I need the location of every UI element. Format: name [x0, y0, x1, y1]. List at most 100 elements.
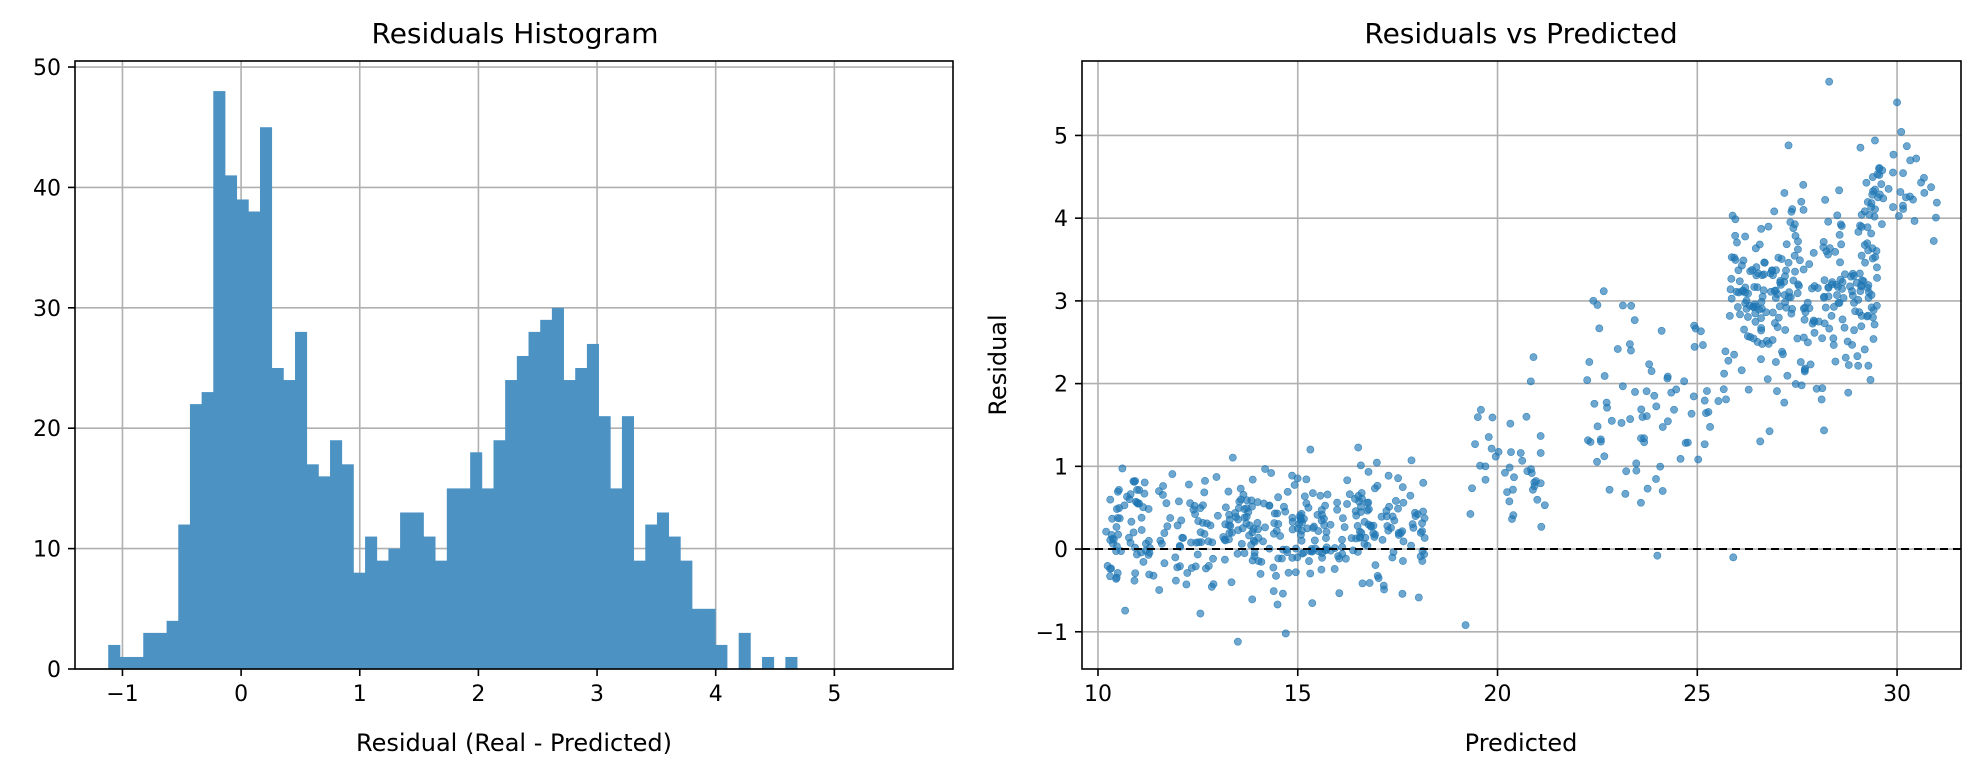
histogram-bar [353, 572, 366, 669]
histogram-bar [189, 404, 203, 669]
scatter-point [1840, 323, 1849, 332]
scatter-point [1618, 382, 1627, 391]
scatter-point [1411, 512, 1420, 521]
histogram-bar [621, 416, 634, 669]
scatter-point [1736, 310, 1744, 319]
scatter-point [1787, 207, 1796, 216]
scatter-point [1785, 288, 1794, 297]
scatter-point [1844, 388, 1853, 397]
scatter-point [1788, 305, 1797, 313]
scatter-point [1632, 459, 1641, 468]
scatter-point [1730, 350, 1738, 359]
histogram-bar [458, 488, 471, 669]
scatter-point [1821, 195, 1830, 204]
scatter-point [1288, 553, 1297, 562]
histogram-bar [365, 536, 378, 669]
scatter-point [1112, 523, 1121, 531]
scatter-point [1418, 527, 1427, 536]
scatter-point [1824, 283, 1833, 292]
scatter-point [1877, 180, 1886, 189]
scatter-point [1763, 375, 1772, 384]
scatter-point [1776, 278, 1785, 287]
scatter-point [1326, 520, 1335, 529]
scatter-point [1245, 531, 1253, 540]
scatter-point [1789, 276, 1798, 285]
scatter-point [1291, 568, 1300, 577]
scatter-point [1510, 473, 1518, 482]
scatter-point [1297, 536, 1306, 545]
scatter-point [1731, 231, 1740, 240]
scatter-point [1878, 220, 1886, 229]
scatter-point [1808, 284, 1816, 293]
scatter-point [1733, 238, 1741, 247]
histogram-bar [680, 560, 693, 669]
scatter-point [1676, 455, 1685, 463]
scatter-point [1283, 487, 1292, 496]
scatter-point [1224, 487, 1233, 496]
scatter-point [1768, 308, 1777, 317]
histogram-y-ticks: 0 10 20 30 40 50 [33, 56, 75, 683]
scatter-point [1632, 466, 1641, 475]
scatter-point [1658, 487, 1667, 495]
scatter-points [1102, 77, 1941, 646]
scatter-point [1420, 534, 1429, 542]
scatter-point [1204, 562, 1213, 570]
histogram-title: Residuals Histogram [372, 17, 659, 50]
scatter-point [1106, 495, 1115, 504]
scatter-point [1760, 270, 1768, 279]
histogram-bar [516, 355, 529, 669]
scatter-point [1830, 302, 1838, 311]
histogram-bar [610, 488, 623, 669]
histogram-bar [633, 560, 646, 669]
scatter-point [1603, 403, 1611, 412]
histogram-x-tick-label: 2 [471, 682, 485, 707]
scatter-point [1369, 521, 1378, 530]
scatter-point [1797, 197, 1806, 206]
histogram-bar [271, 368, 284, 669]
scatter-point [1507, 448, 1515, 457]
scatter-x-tick-label: 30 [1883, 682, 1911, 707]
scatter-point [1468, 484, 1476, 493]
scatter-point [1929, 237, 1938, 245]
scatter-point [1742, 304, 1751, 313]
scatter-point [1725, 311, 1734, 320]
scatter-point [1626, 415, 1635, 423]
scatter-point [1333, 498, 1342, 507]
scatter-point [1833, 282, 1842, 291]
scatter-point [1132, 497, 1140, 506]
scatter-point [1529, 485, 1537, 494]
scatter-point [1484, 433, 1493, 441]
scatter-point [1875, 190, 1884, 199]
scatter-point [1354, 492, 1363, 500]
scatter-point [1274, 520, 1283, 528]
scatter-point [1593, 301, 1602, 309]
scatter-point [1391, 497, 1400, 505]
scatter-point [1356, 533, 1365, 542]
histogram-bar [318, 476, 331, 669]
scatter-point [1744, 289, 1752, 298]
histogram-bar [470, 452, 483, 669]
scatter-point [1127, 517, 1136, 526]
scatter-point [1343, 476, 1352, 485]
scatter-point [1721, 347, 1730, 356]
scatter-point [1868, 190, 1877, 199]
scatter-point [1171, 553, 1180, 562]
scatter-point [1299, 549, 1308, 557]
scatter-point [1338, 535, 1346, 544]
scatter-point [1321, 501, 1329, 510]
scatter-point [1133, 485, 1141, 494]
scatter-point [1809, 248, 1818, 257]
scatter-point [1491, 452, 1500, 461]
scatter-point [1338, 550, 1347, 558]
histogram-bar [259, 127, 273, 669]
scatter-point [1196, 609, 1205, 618]
scatter-point [1719, 385, 1728, 394]
scatter-point [1320, 514, 1328, 523]
scatter-point [1178, 533, 1187, 542]
scatter-point [1857, 322, 1866, 331]
histogram-bar [481, 488, 494, 669]
histogram-bar [668, 536, 681, 669]
scatter-point [1540, 501, 1549, 510]
scatter-point [1233, 549, 1242, 558]
scatter-point [1869, 335, 1878, 343]
